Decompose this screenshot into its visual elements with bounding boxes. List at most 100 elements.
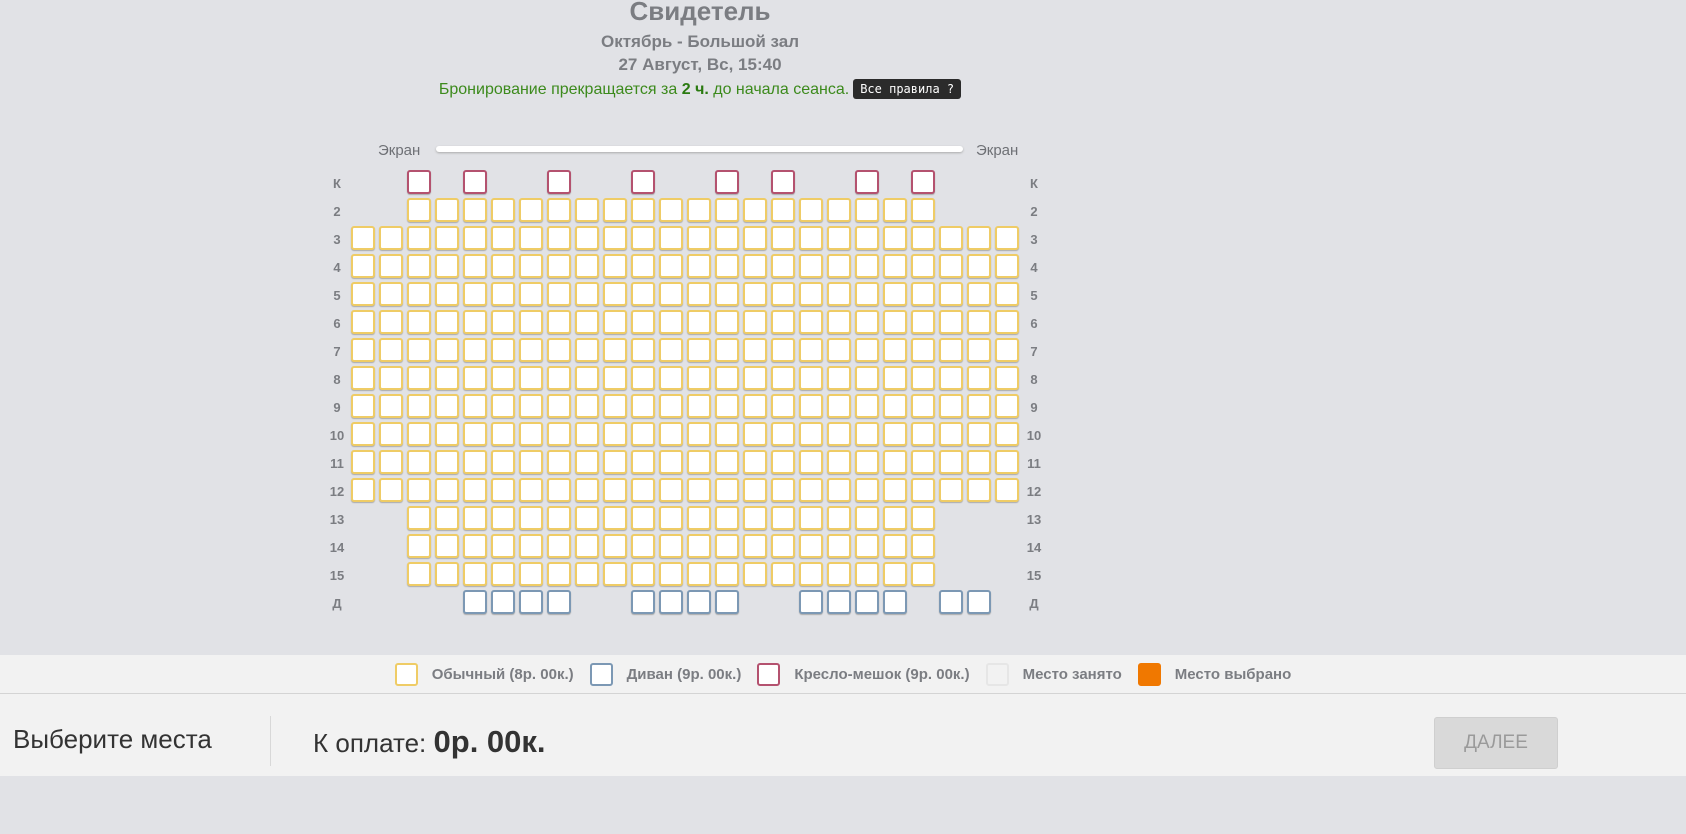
seat-regular[interactable] [911,478,935,502]
seat-regular[interactable] [659,450,683,474]
seat-regular[interactable] [967,226,991,250]
seat-regular[interactable] [407,450,431,474]
seat-regular[interactable] [547,534,571,558]
seat-regular[interactable] [351,450,375,474]
seat-regular[interactable] [771,338,795,362]
seat-regular[interactable] [547,310,571,334]
seat-regular[interactable] [799,506,823,530]
seat-regular[interactable] [547,422,571,446]
seat-regular[interactable] [491,562,515,586]
seat-sofa[interactable] [715,590,739,614]
seat-regular[interactable] [463,198,487,222]
seat-regular[interactable] [883,450,907,474]
seat-regular[interactable] [435,338,459,362]
seat-regular[interactable] [771,534,795,558]
seat-regular[interactable] [799,422,823,446]
seat-regular[interactable] [547,338,571,362]
seat-regular[interactable] [799,450,823,474]
seat-regular[interactable] [463,506,487,530]
seat-regular[interactable] [743,450,767,474]
seat-regular[interactable] [827,338,851,362]
seat-regular[interactable] [463,254,487,278]
seat-regular[interactable] [771,226,795,250]
seat-regular[interactable] [855,254,879,278]
seat-regular[interactable] [407,534,431,558]
seat-regular[interactable] [911,562,935,586]
seat-regular[interactable] [771,450,795,474]
seat-regular[interactable] [715,198,739,222]
seat-regular[interactable] [519,450,543,474]
seat-regular[interactable] [771,282,795,306]
seat-regular[interactable] [827,282,851,306]
seat-regular[interactable] [547,478,571,502]
seat-regular[interactable] [939,226,963,250]
seat-sofa[interactable] [939,590,963,614]
seat-regular[interactable] [659,366,683,390]
seat-regular[interactable] [351,338,375,362]
seat-regular[interactable] [463,282,487,306]
seat-regular[interactable] [687,394,711,418]
seat-regular[interactable] [491,534,515,558]
seat-regular[interactable] [967,450,991,474]
seat-regular[interactable] [463,478,487,502]
seat-regular[interactable] [547,226,571,250]
seat-regular[interactable] [463,226,487,250]
seat-regular[interactable] [631,478,655,502]
seat-regular[interactable] [743,506,767,530]
seat-regular[interactable] [771,310,795,334]
seat-regular[interactable] [463,562,487,586]
seat-regular[interactable] [715,366,739,390]
seat-beanbag[interactable] [631,170,655,194]
seat-regular[interactable] [687,310,711,334]
seat-regular[interactable] [911,226,935,250]
seat-regular[interactable] [743,282,767,306]
seat-regular[interactable] [435,562,459,586]
seat-sofa[interactable] [519,590,543,614]
seat-regular[interactable] [575,366,599,390]
seat-regular[interactable] [631,450,655,474]
seat-regular[interactable] [883,338,907,362]
seat-regular[interactable] [575,422,599,446]
seat-regular[interactable] [435,450,459,474]
seat-regular[interactable] [659,254,683,278]
seat-beanbag[interactable] [407,170,431,194]
seat-regular[interactable] [827,506,851,530]
seat-regular[interactable] [687,254,711,278]
next-button[interactable]: ДАЛЕЕ [1434,717,1558,769]
seat-regular[interactable] [799,226,823,250]
seat-regular[interactable] [827,562,851,586]
seat-regular[interactable] [827,310,851,334]
seat-regular[interactable] [575,534,599,558]
seat-sofa[interactable] [687,590,711,614]
seat-regular[interactable] [547,282,571,306]
seat-regular[interactable] [715,534,739,558]
seat-regular[interactable] [855,478,879,502]
seat-regular[interactable] [435,226,459,250]
seat-regular[interactable] [491,450,515,474]
seat-regular[interactable] [659,422,683,446]
seat-regular[interactable] [379,422,403,446]
seat-regular[interactable] [631,506,655,530]
seat-regular[interactable] [631,562,655,586]
seat-regular[interactable] [827,422,851,446]
seat-regular[interactable] [911,282,935,306]
seat-regular[interactable] [463,422,487,446]
seat-regular[interactable] [911,366,935,390]
seat-regular[interactable] [575,338,599,362]
seat-regular[interactable] [687,282,711,306]
seat-regular[interactable] [883,562,907,586]
seat-regular[interactable] [407,366,431,390]
seat-regular[interactable] [715,310,739,334]
seat-regular[interactable] [715,562,739,586]
seat-regular[interactable] [855,226,879,250]
seat-regular[interactable] [435,478,459,502]
seat-regular[interactable] [603,254,627,278]
seat-sofa[interactable] [491,590,515,614]
seat-regular[interactable] [603,506,627,530]
seat-regular[interactable] [883,282,907,306]
seat-regular[interactable] [743,254,767,278]
seat-regular[interactable] [911,254,935,278]
seat-regular[interactable] [603,534,627,558]
seat-regular[interactable] [827,534,851,558]
seat-regular[interactable] [855,366,879,390]
